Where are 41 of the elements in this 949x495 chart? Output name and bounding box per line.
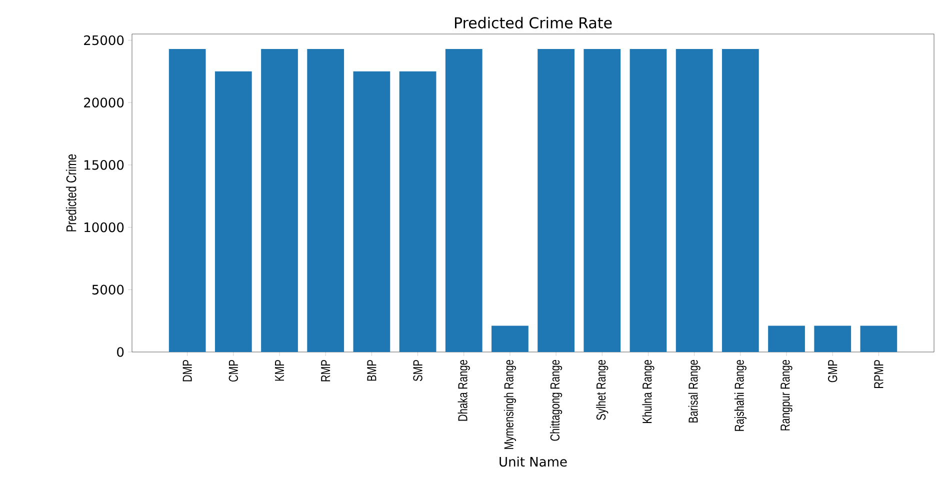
bar: [722, 48, 759, 352]
y-tick-label: 20000: [84, 98, 124, 108]
bar: [676, 48, 713, 352]
bar: [492, 326, 528, 352]
y-axis-title: Predicted Crime: [66, 154, 76, 232]
y-tick-label: 5000: [92, 284, 124, 295]
bar: [768, 326, 805, 352]
x-tick-label: Mymensingh Range: [504, 360, 516, 449]
x-tick-label: Chittagong Range: [550, 360, 562, 441]
bar: [168, 48, 206, 352]
x-tick-label: CMP: [228, 360, 238, 382]
x-tick-label: SMP: [413, 360, 422, 382]
bar: [307, 48, 344, 352]
bar: [261, 48, 298, 352]
chart-title: Predicted Crime Rate: [454, 16, 612, 28]
bar: [814, 326, 852, 352]
bar: [538, 48, 574, 352]
x-tick-label: Khulna Range: [642, 360, 654, 423]
x-tick-label: Dhaka Range: [458, 360, 470, 421]
bar: [860, 326, 898, 352]
bar: [399, 71, 436, 352]
x-tick-label: Sylhet Range: [596, 360, 608, 420]
y-tick-label: 10000: [84, 222, 124, 232]
y-tick-label: 25000: [84, 35, 124, 46]
x-tick-label: GMP: [828, 360, 838, 382]
x-tick-label: BMP: [367, 360, 376, 381]
bar: [353, 71, 390, 352]
bar: [630, 48, 667, 352]
x-tick-label: RPMP: [874, 360, 884, 388]
bar: [214, 71, 252, 352]
y-tick-label: 15000: [84, 160, 124, 170]
y-tick-label: 0: [117, 347, 124, 357]
x-tick-label: KMP: [275, 360, 284, 381]
x-tick-label: Rajshahi Range: [734, 360, 746, 431]
x-axis-title: Unit Name: [500, 456, 567, 467]
x-tick-label: Barisal Range: [688, 360, 700, 422]
bar: [445, 48, 482, 352]
x-tick-label: DMP: [182, 360, 192, 382]
x-tick-label: RMP: [321, 360, 330, 382]
x-tick-label: Rangpur Range: [780, 360, 792, 430]
bar: [584, 48, 621, 352]
